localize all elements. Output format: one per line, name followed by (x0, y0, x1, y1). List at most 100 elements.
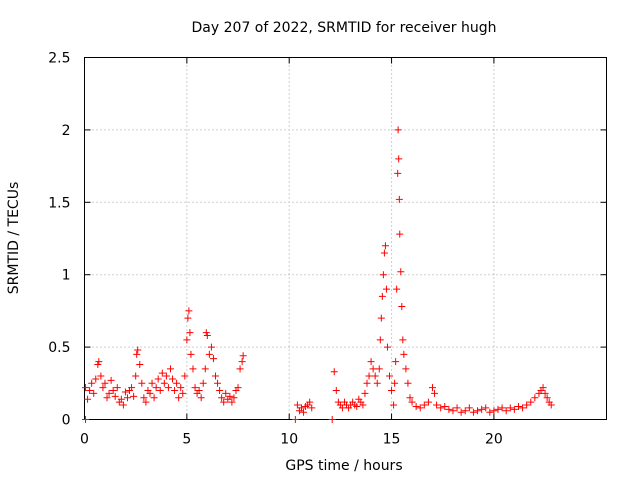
data-point (199, 379, 207, 387)
plus-marker (150, 394, 158, 402)
plus-marker (392, 358, 400, 366)
data-point (486, 408, 494, 416)
plus-marker (121, 388, 129, 396)
plus-marker (416, 404, 424, 412)
data-point (156, 387, 164, 395)
data-point (214, 379, 222, 387)
plus-marker (239, 352, 247, 360)
plus-marker (394, 169, 402, 177)
data-series-srmtid (82, 126, 555, 423)
data-point (103, 394, 111, 402)
x-tick-label: 20 (485, 432, 503, 448)
data-point (391, 379, 399, 387)
data-point (361, 389, 369, 397)
data-point (92, 375, 100, 383)
plus-marker (132, 372, 140, 380)
data-point (209, 355, 217, 363)
data-point (437, 404, 445, 412)
data-point (88, 379, 96, 387)
y-tick-label: 1 (62, 268, 71, 284)
plus-marker (399, 336, 407, 344)
plus-marker (510, 405, 518, 413)
plus-marker (152, 384, 160, 392)
data-point (531, 394, 539, 402)
plus-marker (164, 384, 172, 392)
plus-marker (119, 401, 127, 409)
plus-marker (175, 394, 183, 402)
data-point (406, 394, 414, 402)
plus-marker (395, 155, 403, 163)
data-point (105, 389, 113, 397)
plus-marker (382, 285, 390, 293)
plus-marker (514, 402, 522, 410)
plus-marker (184, 314, 192, 322)
plus-marker (187, 350, 195, 358)
plus-marker (378, 292, 386, 300)
data-point (400, 350, 408, 358)
data-point (202, 329, 210, 337)
data-point (399, 336, 407, 344)
data-point (84, 395, 92, 403)
data-point (234, 384, 242, 392)
data-point (82, 384, 90, 392)
data-point (160, 379, 168, 387)
data-point (86, 387, 94, 395)
plus-marker (404, 379, 412, 387)
plus-marker (92, 375, 100, 383)
data-point (506, 404, 514, 412)
data-point (306, 398, 314, 406)
plus-marker (391, 379, 399, 387)
data-point (300, 408, 308, 416)
data-point (297, 404, 305, 412)
plus-marker (123, 394, 131, 402)
data-point (179, 389, 187, 397)
plus-marker (367, 358, 375, 366)
plus-marker (474, 407, 482, 415)
grid-layer (84, 57, 607, 420)
data-point (457, 408, 465, 416)
data-point (134, 346, 142, 354)
data-point (523, 401, 531, 409)
plus-marker (338, 404, 346, 412)
data-point (201, 365, 209, 373)
data-point (388, 387, 396, 395)
plus-marker (185, 307, 193, 315)
data-point (109, 387, 117, 395)
data-point (226, 392, 234, 400)
data-point (308, 404, 316, 412)
data-point (395, 195, 403, 203)
data-point (123, 394, 131, 402)
y-axis-label: SRMTID / TECUs (6, 182, 22, 295)
plus-marker (154, 375, 162, 383)
data-point (376, 336, 384, 344)
data-point (169, 375, 177, 383)
data-point (449, 407, 457, 415)
plus-marker (449, 407, 457, 415)
data-point (547, 401, 555, 409)
data-point (395, 155, 403, 163)
data-point (494, 405, 502, 413)
plus-marker (300, 408, 308, 416)
data-point (514, 402, 522, 410)
data-point (412, 402, 420, 410)
data-point (541, 389, 549, 397)
data-point (97, 372, 105, 380)
plus-marker (400, 350, 408, 358)
plus-marker (216, 387, 224, 395)
plus-marker (502, 407, 510, 415)
plus-marker (498, 404, 506, 412)
plus-marker (377, 314, 385, 322)
plus-marker (201, 365, 209, 373)
plus-marker (205, 350, 213, 358)
data-point (82, 416, 90, 423)
plus-marker (482, 404, 490, 412)
data-point (164, 384, 172, 392)
y-tick-label: 1.5 (48, 195, 70, 211)
plus-marker (380, 249, 388, 257)
data-point (113, 384, 121, 392)
data-point (183, 336, 191, 344)
data-point (239, 352, 247, 360)
data-point (369, 365, 377, 373)
data-point (130, 392, 138, 400)
